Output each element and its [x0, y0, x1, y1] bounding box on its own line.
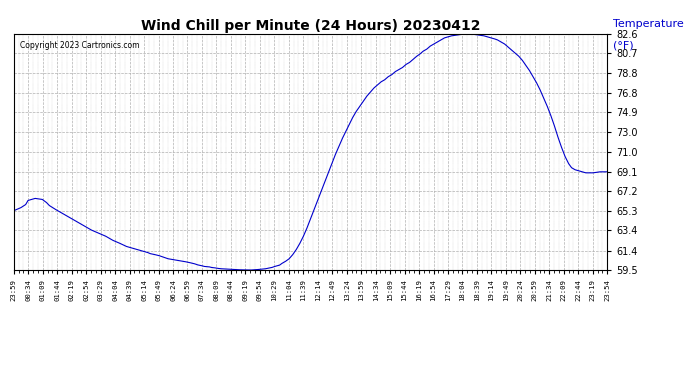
Title: Wind Chill per Minute (24 Hours) 20230412: Wind Chill per Minute (24 Hours) 2023041… [141, 19, 480, 33]
Text: Copyright 2023 Cartronics.com: Copyright 2023 Cartronics.com [20, 41, 139, 50]
Text: Temperature: Temperature [613, 19, 684, 29]
Text: (°F): (°F) [613, 41, 633, 51]
